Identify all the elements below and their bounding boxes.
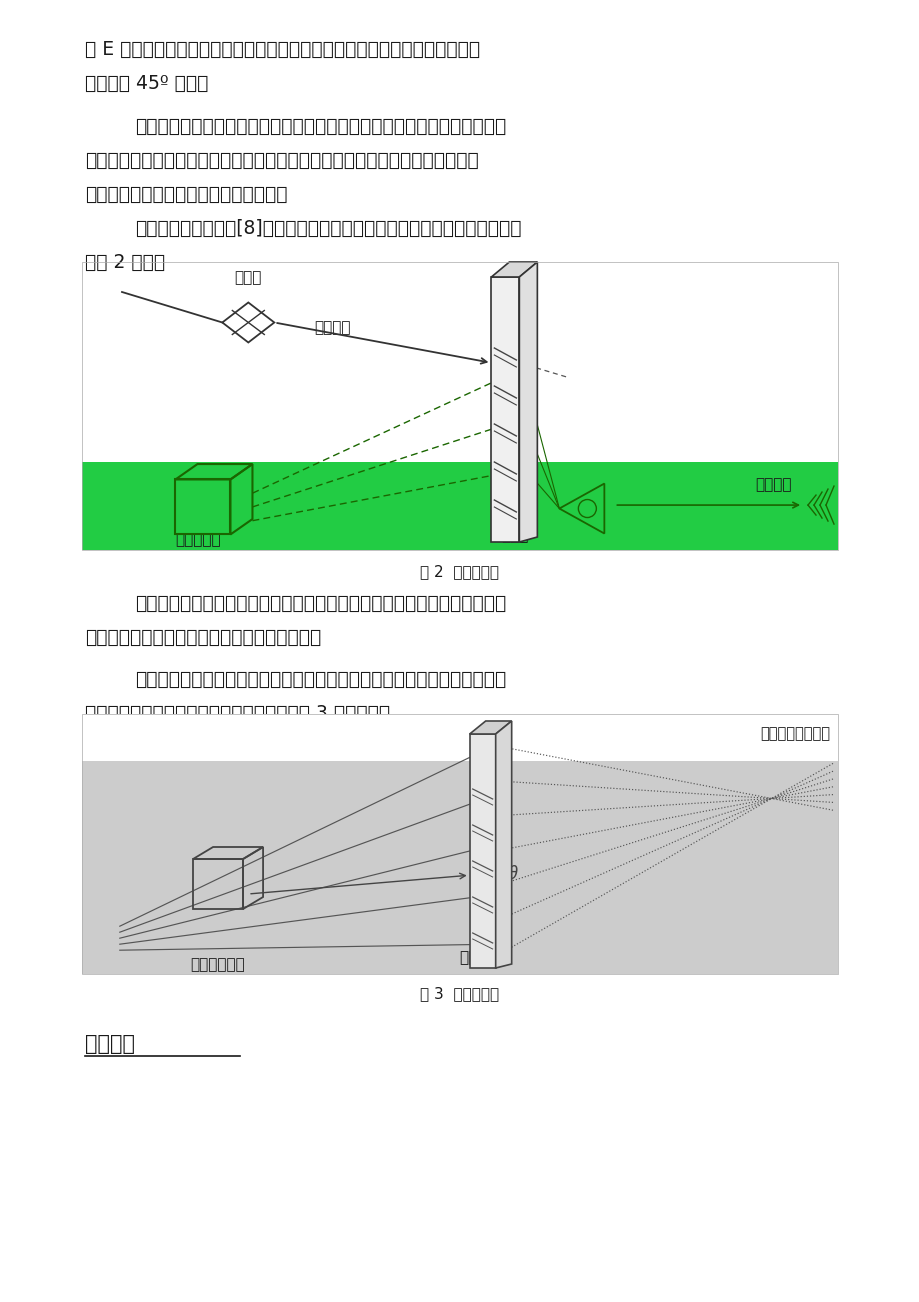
Text: 再现光的共轭光波: 再现光的共轭光波 xyxy=(759,727,829,741)
Text: 全息图: 全息图 xyxy=(459,950,486,965)
Polygon shape xyxy=(491,277,519,542)
Text: 观察方向: 观察方向 xyxy=(754,477,790,492)
Text: 全息图: 全息图 xyxy=(501,529,528,543)
Text: 到 E 上。整个光路光轴在同一个水平面上，光束通过各元件中心。物光与参考: 到 E 上。整个光路光轴在同一个水平面上，光束通过各元件中心。物光与参考 xyxy=(85,40,480,59)
Polygon shape xyxy=(495,721,511,967)
Text: 下面说全息图的再现[8]，菲涅耳激光全息是用激光再现的。观察虚像的方法: 下面说全息图的再现[8]，菲涅耳激光全息是用激光再现的。观察虚像的方法 xyxy=(135,219,521,238)
Text: 被摄物的实像: 被摄物的实像 xyxy=(190,957,245,973)
Text: 光夹角在 45º 左右。: 光夹角在 45º 左右。 xyxy=(85,74,208,92)
Bar xyxy=(82,462,837,549)
Text: 全息图: 全息图 xyxy=(469,952,496,967)
Text: 将制作好的全息图放回拍摄时原物体的位置，用参考光照射全息图，在全息: 将制作好的全息图放回拍摄时原物体的位置，用参考光照射全息图，在全息 xyxy=(135,594,505,613)
Text: 被摄物的像: 被摄物的像 xyxy=(175,533,221,547)
Polygon shape xyxy=(470,721,511,734)
Text: 若要观察到原物体的实像，就要改用参考光的共轭光线来照射全息图，则可: 若要观察到原物体的实像，就要改用参考光的共轭光线来照射全息图，则可 xyxy=(135,671,505,689)
Text: 图 3  实像的观察: 图 3 实像的观察 xyxy=(420,986,499,1001)
Text: 再现光束: 再现光束 xyxy=(314,320,351,336)
Bar xyxy=(82,713,837,760)
Text: 洗干净，最后晾干，全息图就制作好了。: 洗干净，最后晾干，全息图就制作好了。 xyxy=(85,185,288,204)
Polygon shape xyxy=(470,734,495,967)
Bar xyxy=(82,713,837,974)
Text: 黑暗中把全息干板夹在干板架上，使感光乳剂面朝向物光和参考光，静置一: 黑暗中把全息干板夹在干板架上，使感光乳剂面朝向物光和参考光，静置一 xyxy=(135,117,505,135)
Bar xyxy=(82,713,837,974)
Bar xyxy=(82,262,837,549)
Polygon shape xyxy=(491,262,537,277)
Text: 彩虹全息: 彩虹全息 xyxy=(85,1034,135,1055)
Polygon shape xyxy=(519,262,537,542)
Text: θ: θ xyxy=(507,865,517,883)
Bar xyxy=(82,262,837,549)
Text: 图 2  虚像的观察: 图 2 虚像的观察 xyxy=(420,564,499,579)
Text: 以用光屏在全息图后面接受到物的实像，如图 3 所示光路。: 以用光屏在全息图后面接受到物的实像，如图 3 所示光路。 xyxy=(85,704,390,723)
Text: 扩束镜: 扩束镜 xyxy=(234,270,262,285)
Text: 如图 2 所示：: 如图 2 所示： xyxy=(85,253,165,272)
Text: 图后面原物所在位置上可以观察到物体的虚像。: 图后面原物所在位置上可以观察到物体的虚像。 xyxy=(85,628,321,647)
Text: 分钟后启动定时曝光器。取下干板，在暗室中显影，水洗后定影一段时间用水冲: 分钟后启动定时曝光器。取下干板，在暗室中显影，水洗后定影一段时间用水冲 xyxy=(85,151,478,171)
